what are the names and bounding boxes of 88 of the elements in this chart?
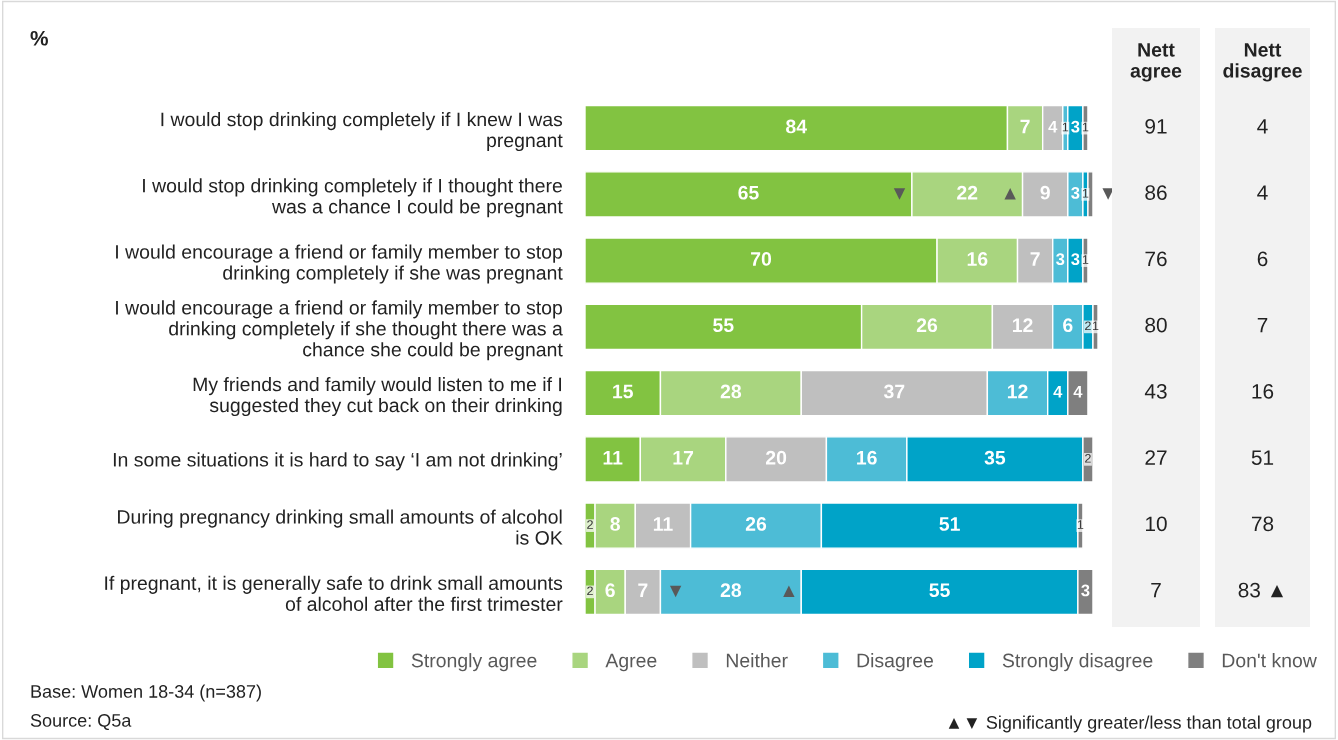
data-label: 6 bbox=[605, 583, 615, 598]
text: 7 bbox=[1151, 582, 1161, 598]
data-label: 1 bbox=[1082, 189, 1089, 198]
y-tick-label: My friends and family would listen to me if I suggested they cut back on their drinking bbox=[193, 377, 562, 417]
legend-label: Agree bbox=[605, 653, 657, 672]
text: Base: Women 18-34 (n=387) bbox=[31, 684, 261, 702]
data-label: 4 bbox=[1073, 385, 1083, 398]
data-label: 7 bbox=[1020, 119, 1030, 134]
data-label: 6 bbox=[1063, 318, 1073, 333]
data-label: 12 bbox=[1012, 318, 1033, 332]
annotation: ▼ bbox=[669, 585, 682, 598]
data-label: 1 bbox=[1082, 122, 1089, 132]
text: 7 bbox=[1257, 317, 1268, 333]
text: 4 bbox=[1257, 119, 1268, 134]
y-tick-label: In some situations it is hard to say ‘I am not drinking’ bbox=[113, 452, 562, 471]
data-label: 55 bbox=[713, 318, 734, 333]
data-label: 8 bbox=[610, 517, 620, 531]
data-label: 65 bbox=[738, 185, 759, 200]
legend-label: Strongly agree bbox=[411, 653, 537, 672]
text: % bbox=[30, 30, 48, 46]
legend-label: Don't know bbox=[1222, 653, 1317, 668]
data-label: 9 bbox=[1040, 185, 1050, 200]
text: 4 bbox=[1257, 185, 1268, 200]
text: 43 bbox=[1144, 383, 1167, 399]
data-label: 35 bbox=[984, 450, 1006, 465]
y-tick-label: I would stop drinking completely if I thought there was a chance I could be pregnant bbox=[143, 178, 563, 218]
text: 83 ▲ bbox=[1238, 582, 1284, 598]
data-label: 84 bbox=[786, 119, 807, 134]
data-label: 2 bbox=[587, 586, 593, 596]
data-label: 26 bbox=[745, 517, 767, 531]
text: 86 bbox=[1145, 185, 1167, 200]
y-tick-label: If pregnant, it is generally safe to drink small amounts of alcohol after the first trimester bbox=[105, 575, 563, 611]
data-label: 1 bbox=[1082, 255, 1089, 264]
source-note: Source: Q5a bbox=[30, 714, 132, 731]
data-label: 51 bbox=[939, 517, 960, 531]
data-label: 28 bbox=[720, 583, 742, 598]
text: 51 bbox=[1251, 450, 1274, 465]
legend-label: Neither bbox=[726, 653, 788, 668]
data-label: 3 bbox=[1081, 584, 1090, 597]
data-label: 12 bbox=[1007, 384, 1028, 399]
y-tick-label: I would encourage a friend or family member to stop drinking completely if she was pregnant bbox=[116, 244, 563, 284]
annotation: ▲ bbox=[1004, 188, 1016, 200]
y-tick-label: I would stop drinking completely if I knew I was pregnant bbox=[161, 112, 563, 152]
data-label: 2 bbox=[1085, 321, 1091, 331]
text: 80 bbox=[1145, 317, 1167, 333]
data-label: 4 bbox=[1048, 120, 1058, 133]
data-label: 26 bbox=[916, 318, 938, 333]
data-label: 3 bbox=[1071, 253, 1080, 266]
data-label: 20 bbox=[765, 450, 787, 465]
data-label: 2 bbox=[1085, 453, 1091, 463]
data-label: 11 bbox=[603, 451, 623, 465]
text: 6 bbox=[1257, 251, 1268, 267]
data-label: 11 bbox=[653, 517, 673, 531]
data-label: 3 bbox=[1071, 120, 1080, 133]
y-tick-label: During pregnancy drinking small amounts of alcohol is OK bbox=[118, 509, 563, 545]
data-label: 1 bbox=[1092, 321, 1099, 331]
text: Nett agree bbox=[1130, 43, 1182, 82]
data-label: 28 bbox=[720, 384, 742, 399]
data-label: 7 bbox=[638, 583, 648, 597]
data-label: 3 bbox=[1071, 187, 1080, 199]
data-label: 37 bbox=[883, 384, 905, 399]
legend-label: Strongly disagree bbox=[1002, 653, 1153, 672]
data-label: 15 bbox=[613, 384, 633, 399]
text: ▲▼ Significantly greater/less than total group bbox=[948, 715, 1312, 733]
annotation: ▼ bbox=[1102, 188, 1114, 200]
annotation: ▲ bbox=[783, 585, 795, 597]
data-label: 2 bbox=[587, 520, 593, 529]
data-label: 55 bbox=[929, 583, 950, 598]
text: 27 bbox=[1145, 450, 1167, 465]
data-label: 3 bbox=[1056, 253, 1065, 266]
y-tick-label: I would encourage a friend or family member to stop drinking completely if she thought there was a chance she could be pregnant bbox=[116, 300, 563, 361]
data-label: 22 bbox=[957, 185, 978, 200]
data-label: 1 bbox=[1062, 122, 1069, 132]
text: 78 bbox=[1251, 516, 1274, 532]
text: 91 bbox=[1145, 118, 1167, 134]
text: Nett disagree bbox=[1223, 43, 1302, 82]
data-label: 4 bbox=[1053, 385, 1063, 398]
data-label: 16 bbox=[967, 252, 988, 266]
data-label: 70 bbox=[751, 252, 772, 266]
data-label: 7 bbox=[1030, 252, 1040, 266]
legend-label: Disagree bbox=[857, 653, 933, 672]
data-label: 17 bbox=[673, 451, 694, 465]
text: 76 bbox=[1145, 251, 1167, 267]
data-label: 1 bbox=[1077, 520, 1084, 529]
text: 16 bbox=[1252, 383, 1274, 399]
annotation: ▼ bbox=[893, 188, 906, 200]
text: 10 bbox=[1146, 516, 1167, 532]
data-label: 16 bbox=[857, 450, 877, 465]
